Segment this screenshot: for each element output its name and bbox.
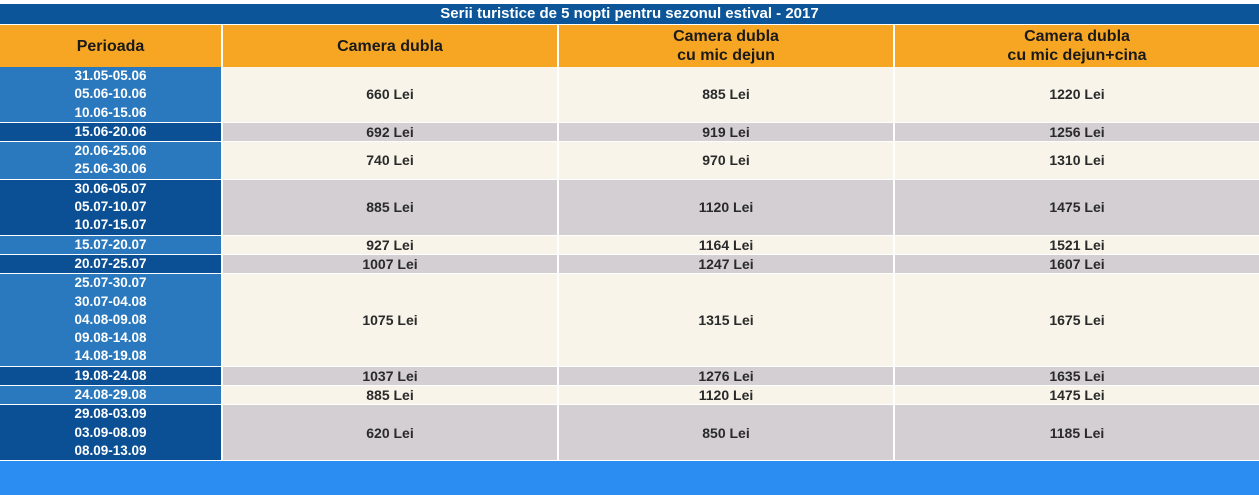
price-cell: 1075 Lei — [223, 274, 557, 366]
table-row: 15.07-20.07 927 Lei 1164 Lei 1521 Lei — [0, 235, 1259, 254]
table-row: 29.08-03.09 03.09-08.09 08.09-13.09 620 Lei… — [0, 405, 1259, 461]
period: 04.08-09.08 — [74, 311, 147, 327]
period: 19.08-24.08 — [74, 367, 147, 383]
price-cell: 1007 Lei — [223, 254, 557, 274]
period: 20.06-25.06 — [74, 143, 147, 159]
table-row: 20.06-25.06 25.06-30.06 740 Lei 970 Lei 1310… — [0, 142, 1259, 179]
price-cell: 1315 Lei — [559, 274, 893, 366]
table-row: 25.07-30.07 30.07-04.08 04.08-09.08 09.08-1… — [0, 274, 1259, 366]
period-cell: 30.06-05.07 05.07-10.07 10.07-15.07 — [0, 179, 221, 235]
period: 30.07-04.08 — [74, 293, 147, 309]
period-cell: 19.08-24.08 — [0, 366, 221, 386]
period: 09.08-14.08 — [74, 330, 147, 346]
period: 15.06-20.06 — [74, 123, 147, 139]
period: 20.07-25.07 — [74, 255, 147, 271]
price-cell: 885 Lei — [223, 386, 557, 405]
table-body: 31.05-05.06 05.06-10.06 10.06-15.06 660 Lei… — [0, 67, 1259, 461]
table-row: 24.08-29.08 885 Lei 1120 Lei 1475 Lei — [0, 386, 1259, 405]
period-cell: 15.07-20.07 — [0, 235, 221, 254]
price-cell: 1475 Lei — [895, 386, 1259, 405]
price-cell: 927 Lei — [223, 235, 557, 254]
period: 31.05-05.06 — [74, 68, 147, 83]
footer-bar — [0, 461, 1259, 495]
price-cell: 660 Lei — [223, 67, 557, 122]
period-cell: 20.06-25.06 25.06-30.06 — [0, 142, 221, 179]
header-cell: Camera dubla cu mic dejun — [559, 25, 893, 67]
table-row: 15.06-20.06 692 Lei 919 Lei 1256 Lei — [0, 122, 1259, 142]
period-cell: 29.08-03.09 03.09-08.09 08.09-13.09 — [0, 405, 221, 461]
price-cell: 692 Lei — [223, 122, 557, 142]
price-cell: 1310 Lei — [895, 142, 1259, 179]
price-cell: 1037 Lei — [223, 366, 557, 386]
table-row: 31.05-05.06 05.06-10.06 10.06-15.06 660 Lei… — [0, 67, 1259, 122]
header-text: Camera dubla — [673, 28, 779, 45]
price-cell: 850 Lei — [559, 405, 893, 461]
price-cell: 1120 Lei — [559, 386, 893, 405]
price-cell: 1164 Lei — [559, 235, 893, 254]
period: 14.08-19.08 — [74, 348, 147, 364]
header-text: Camera dubla — [337, 37, 443, 55]
price-cell: 1256 Lei — [895, 122, 1259, 142]
period: 25.06-30.06 — [74, 161, 147, 177]
price-cell: 1607 Lei — [895, 254, 1259, 274]
period: 10.06-15.06 — [74, 104, 147, 120]
price-cell: 1185 Lei — [895, 405, 1259, 461]
table-title: Serii turistice de 5 nopti pentru sezonu… — [0, 4, 1259, 24]
price-cell: 1521 Lei — [895, 235, 1259, 254]
price-cell: 620 Lei — [223, 405, 557, 461]
period-cell: 31.05-05.06 05.06-10.06 10.06-15.06 — [0, 67, 221, 122]
period: 29.08-03.09 — [74, 406, 147, 422]
period: 24.08-29.08 — [74, 387, 147, 403]
period: 08.09-13.09 — [74, 442, 147, 458]
price-cell: 1276 Lei — [559, 366, 893, 386]
price-cell: 885 Lei — [223, 179, 557, 235]
price-cell: 1475 Lei — [895, 179, 1259, 235]
price-cell: 1220 Lei — [895, 67, 1259, 122]
period: 10.07-15.07 — [74, 217, 147, 233]
period: 05.06-10.06 — [74, 86, 147, 102]
header-text: cu mic dejun — [677, 47, 775, 64]
header-cell: Camera dubla cu mic dejun+cina — [895, 25, 1259, 67]
header-text: Camera dubla — [1024, 28, 1130, 45]
header-cell: Camera dubla — [223, 25, 557, 67]
header-row: Perioada Camera dubla Camera dubla cu mic d… — [0, 25, 1259, 67]
period-cell: 20.07-25.07 — [0, 254, 221, 274]
period: 05.07-10.07 — [74, 199, 147, 215]
price-cell: 1635 Lei — [895, 366, 1259, 386]
table-row: 30.06-05.07 05.07-10.07 10.07-15.07 885 Lei… — [0, 179, 1259, 235]
header-text: Perioada — [76, 37, 145, 55]
price-cell: 1120 Lei — [559, 179, 893, 235]
header-cell: Perioada — [0, 25, 221, 67]
price-cell: 919 Lei — [559, 122, 893, 142]
period-cell: 25.07-30.07 30.07-04.08 04.08-09.08 09.08-1… — [0, 274, 221, 366]
period-cell: 24.08-29.08 — [0, 386, 221, 405]
header-text: cu mic dejun+cina — [1007, 47, 1147, 64]
price-cell: 970 Lei — [559, 142, 893, 179]
price-cell: 1675 Lei — [895, 274, 1259, 366]
table-row: 19.08-24.08 1037 Lei 1276 Lei 1635 Lei — [0, 366, 1259, 386]
price-cell: 1247 Lei — [559, 254, 893, 274]
period: 25.07-30.07 — [74, 275, 147, 291]
period: 15.07-20.07 — [74, 236, 147, 252]
table-row: 20.07-25.07 1007 Lei 1247 Lei 1607 Lei — [0, 254, 1259, 274]
period: 03.09-08.09 — [74, 424, 147, 440]
price-cell: 740 Lei — [223, 142, 557, 179]
period: 30.06-05.07 — [74, 180, 147, 196]
period-cell: 15.06-20.06 — [0, 122, 221, 142]
price-cell: 885 Lei — [559, 67, 893, 122]
